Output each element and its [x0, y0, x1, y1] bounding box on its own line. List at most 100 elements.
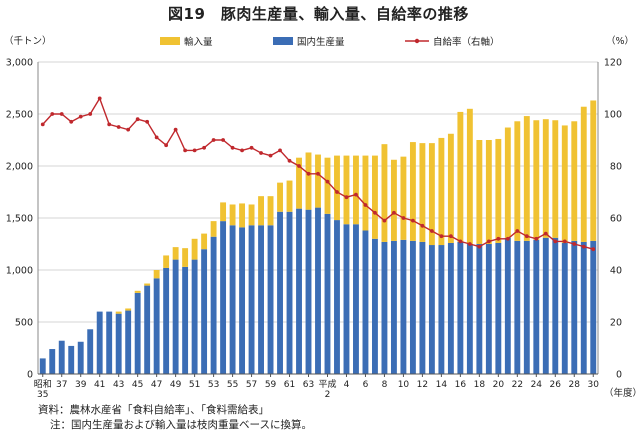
bar-import	[428, 143, 435, 246]
line-point	[325, 179, 330, 184]
line-point	[354, 192, 358, 197]
legend-marker-self-sufficiency	[414, 38, 420, 44]
bar-import	[381, 144, 388, 242]
line-point	[439, 234, 444, 239]
line-point	[335, 190, 339, 194]
bar-import	[533, 120, 540, 240]
bar-domestic	[372, 238, 378, 374]
bar-import	[466, 108, 473, 244]
line-point	[373, 210, 377, 215]
bar-domestic	[315, 207, 321, 374]
bar-domestic	[495, 242, 502, 374]
bar-domestic	[182, 266, 189, 374]
bar-import	[315, 154, 321, 208]
bar-domestic	[571, 240, 578, 374]
bar-import	[324, 157, 331, 214]
line-point	[477, 244, 482, 249]
line-point	[259, 151, 263, 155]
bar-domestic	[419, 241, 426, 374]
bar-domestic	[362, 230, 369, 374]
x-tick-label: 39	[75, 380, 87, 390]
x-tick-label: 10	[398, 380, 410, 390]
legend-swatch-import	[160, 37, 180, 45]
y-right-tick-label: 40	[610, 266, 622, 277]
line-point	[581, 244, 586, 249]
bar-import	[343, 155, 350, 225]
bar-domestic	[457, 241, 464, 374]
line-point	[278, 148, 282, 153]
bar-domestic	[485, 244, 492, 374]
bar-domestic	[466, 244, 473, 374]
y-left-tick-label: 3,000	[6, 58, 33, 69]
bar-import	[210, 221, 217, 237]
y-left-axis-label: （千トン）	[4, 35, 52, 47]
x-tick-label: 12	[417, 380, 428, 390]
line-point	[183, 148, 188, 153]
bar-domestic	[58, 340, 65, 374]
y-left-tick-label: 2,500	[6, 110, 33, 121]
bar-import	[419, 143, 426, 242]
bar-domestic	[400, 239, 407, 374]
chart-title: 図19 豚肉生産量、輸入量、自給率の推移	[168, 5, 469, 23]
x-tick-label: 14	[436, 380, 448, 390]
bar-domestic	[277, 211, 283, 374]
bar-domestic	[409, 240, 416, 374]
line-point	[297, 164, 301, 168]
bar-domestic	[220, 221, 227, 374]
bar-domestic	[296, 208, 302, 374]
bar-import	[571, 121, 578, 241]
x-tick-label: 55	[227, 380, 238, 390]
x-tick-label: 6	[363, 380, 369, 390]
line-point	[591, 247, 596, 252]
line-point	[97, 96, 102, 101]
x-tick-label: 16	[455, 380, 467, 390]
bar-domestic	[324, 213, 331, 374]
line-point	[164, 143, 169, 148]
bar-domestic	[68, 345, 75, 374]
line-point	[50, 112, 55, 116]
y-right-axis-label: （%）	[606, 35, 634, 47]
x-tick-label: 28	[569, 380, 581, 390]
bar-import	[362, 155, 369, 231]
bar-import	[125, 308, 132, 311]
bar-import	[305, 152, 312, 210]
bars	[39, 100, 597, 374]
bar-import	[334, 155, 340, 221]
x-tick-label: 35	[37, 390, 48, 400]
line-point	[392, 210, 396, 215]
bar-import	[286, 180, 293, 212]
bar-domestic	[552, 237, 559, 374]
bar-import	[514, 121, 521, 241]
bar-import	[409, 142, 416, 241]
bar-domestic	[77, 341, 84, 374]
bar-domestic	[514, 240, 521, 374]
x-tick-label: 30	[588, 380, 600, 390]
x-axis-unit-label: （年度）	[604, 387, 637, 399]
bar-import	[580, 106, 587, 242]
bar-domestic	[49, 349, 56, 374]
bar-domestic	[201, 249, 208, 374]
bar-domestic	[106, 311, 113, 374]
line-point	[344, 195, 349, 200]
x-tick-label: 18	[474, 380, 486, 390]
self-sufficiency-line	[40, 96, 596, 252]
bar-import	[144, 283, 151, 286]
bar-domestic	[39, 358, 46, 374]
y-right-tick-label: 0	[616, 370, 622, 381]
bar-import	[552, 120, 559, 238]
bar-domestic	[172, 259, 179, 374]
bar-import	[495, 138, 502, 243]
line-point	[401, 216, 406, 220]
bar-import	[239, 203, 246, 228]
x-tick-label: 51	[189, 380, 200, 390]
bar-import	[542, 119, 549, 238]
footnote: 注：国内生産量および輸入量は枝肉重量ベースに換算。	[50, 419, 312, 431]
line-point	[126, 127, 131, 132]
line-point	[173, 127, 178, 132]
x-tick-label: 41	[94, 380, 105, 390]
line-point	[135, 117, 140, 122]
line-point	[486, 239, 491, 244]
line-point	[448, 234, 453, 239]
line-point	[116, 125, 121, 129]
